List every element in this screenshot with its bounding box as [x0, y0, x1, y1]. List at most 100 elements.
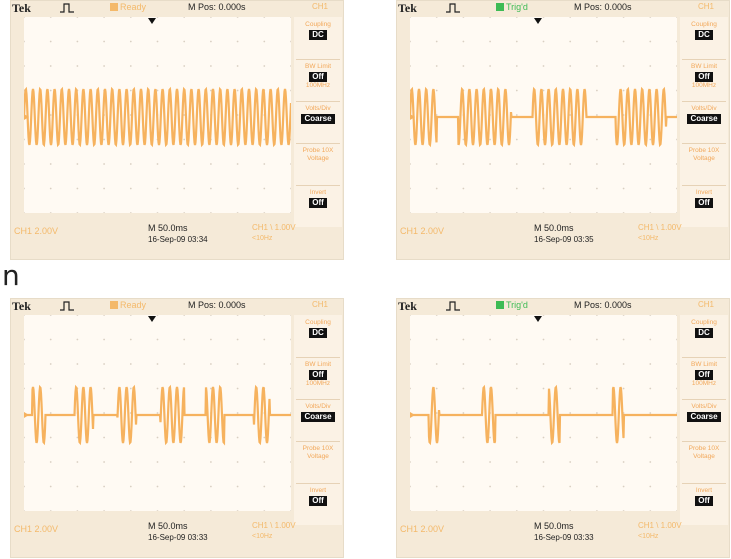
- menu-item-probe-10x-voltage[interactable]: Probe 10X Voltage: [294, 445, 342, 461]
- grid-dot: [183, 363, 186, 365]
- grid-dot: [290, 436, 291, 439]
- date-time: 16-Sep-09 03:33: [534, 533, 594, 542]
- grid-dot: [435, 212, 438, 213]
- grid-dot: [649, 163, 652, 165]
- grid-dot: [622, 363, 625, 365]
- grid-dot: [183, 485, 186, 488]
- grid-dot: [435, 17, 438, 18]
- grid-dot: [410, 436, 411, 439]
- menu-item-bw-limit[interactable]: BW Limit Off 100MHz: [680, 63, 728, 90]
- menu-divider: [682, 399, 726, 400]
- grid-dot: [210, 163, 212, 165]
- grid-dot: [410, 65, 411, 67]
- menu-item-label: Coupling: [691, 21, 717, 28]
- grid-dot: [49, 315, 52, 316]
- menu-item-volts-div[interactable]: Volts/Div Coarse: [680, 105, 728, 124]
- menu-item-volts-div[interactable]: Volts/Div Coarse: [680, 403, 728, 422]
- menu-item-bw-limit[interactable]: BW Limit Off 100MHz: [680, 361, 728, 388]
- trigger-edge-icon: [446, 301, 460, 311]
- menu-item-label: Probe 10X Voltage: [302, 445, 334, 460]
- grid-dot: [515, 40, 518, 43]
- menu-item-coupling[interactable]: Coupling DC: [294, 319, 342, 338]
- menu-item-volts-div[interactable]: Volts/Div Coarse: [294, 403, 342, 422]
- side-letter: n: [2, 259, 20, 292]
- ground-level-marker: [410, 412, 415, 418]
- grid-dot: [515, 17, 518, 18]
- grid-dot: [435, 387, 438, 390]
- grid-dot: [542, 17, 545, 18]
- menu-item-volts-div[interactable]: Volts/Div Coarse: [294, 105, 342, 124]
- grid-dot: [569, 40, 572, 43]
- channel-scale: CH1 2.00V: [14, 524, 59, 534]
- menu-item-label: Probe 10X Voltage: [688, 147, 720, 162]
- grid-dot: [24, 387, 25, 390]
- menu-item-label: Invert: [309, 189, 327, 196]
- grid-dot: [156, 89, 159, 92]
- ground-level-marker: [24, 412, 29, 418]
- grid-dot: [489, 65, 491, 67]
- menu-item-value: Coarse: [301, 412, 335, 422]
- grid-dot: [49, 212, 52, 213]
- grid-dot: [515, 387, 518, 390]
- status-bar: Tek Ready M Pos: 0.000s CH1: [10, 298, 344, 314]
- grid-dot: [435, 338, 438, 341]
- horizontal-position: M Pos: 0.000s: [188, 2, 246, 12]
- grid-dot: [462, 412, 465, 414]
- menu-item-value: Off: [309, 370, 327, 380]
- grid-dot: [129, 387, 132, 390]
- grid-dot: [263, 163, 266, 165]
- grid-dot: [410, 40, 411, 43]
- grid-dot: [489, 461, 491, 463]
- status-bar: Tek Trig'd M Pos: 0.000s CH1: [396, 298, 730, 314]
- grid-dot: [622, 65, 625, 67]
- menu-item-invert[interactable]: Invert Off: [294, 189, 342, 208]
- grid-dot: [462, 315, 465, 316]
- grid-dot: [596, 17, 598, 18]
- menu-item-bw-limit[interactable]: BW Limit Off 100MHz: [294, 63, 342, 90]
- grid-dot: [210, 338, 212, 341]
- grid-dot: [263, 65, 266, 67]
- grid-dot: [410, 461, 411, 463]
- trigger-status: Ready: [110, 2, 146, 12]
- menu-item-label: Volts/Div: [305, 403, 331, 410]
- trigger-status: Trig'd: [496, 2, 528, 12]
- menu-item-invert[interactable]: Invert Off: [680, 189, 728, 208]
- menu-item-coupling[interactable]: Coupling DC: [680, 21, 728, 40]
- grid-dot: [49, 387, 52, 390]
- grid-dot: [129, 315, 132, 316]
- grid-dot: [649, 510, 652, 511]
- menu-item-value: Coarse: [687, 412, 721, 422]
- grid-dot: [49, 510, 52, 511]
- menu-item-probe-10x-voltage[interactable]: Probe 10X Voltage: [680, 445, 728, 461]
- grid-dot: [49, 338, 52, 341]
- grid-dot: [76, 485, 79, 488]
- trigger-position-marker: [148, 316, 156, 322]
- grid-dot: [542, 163, 545, 165]
- menu-item-value: Off: [695, 496, 713, 506]
- grid-dot: [156, 485, 159, 488]
- menu-item-coupling[interactable]: Coupling DC: [294, 21, 342, 40]
- grid-dot: [24, 65, 25, 67]
- oscilloscope-screen-3: Tek Ready M Pos: 0.000s CH1 Coupling DC BW…: [10, 298, 344, 558]
- grid-dot: [462, 40, 465, 43]
- waveform-graticule: [410, 17, 677, 213]
- menu-item-invert[interactable]: Invert Off: [294, 487, 342, 506]
- grid-dot: [129, 510, 132, 511]
- side-menu: Coupling DC BW Limit Off 100MHz Volts/Div Coar…: [680, 315, 728, 525]
- grid-dot: [49, 40, 52, 43]
- menu-item-probe-10x-voltage[interactable]: Probe 10X Voltage: [294, 147, 342, 163]
- grid-dot: [569, 315, 572, 316]
- menu-item-bw-limit[interactable]: BW Limit Off 100MHz: [294, 361, 342, 388]
- time-scale: M 50.0ms: [534, 223, 574, 233]
- grid-dot: [103, 436, 105, 439]
- menu-item-invert[interactable]: Invert Off: [680, 487, 728, 506]
- side-menu: Coupling DC BW Limit Off 100MHz Volts/Div Coar…: [294, 315, 342, 525]
- grid-dot: [156, 461, 159, 463]
- menu-item-probe-10x-voltage[interactable]: Probe 10X Voltage: [680, 147, 728, 163]
- grid-dot: [569, 412, 572, 414]
- grid-dot: [156, 40, 159, 43]
- grid-dot: [489, 212, 491, 213]
- menu-item-coupling[interactable]: Coupling DC: [680, 319, 728, 338]
- grid-dot: [622, 17, 625, 18]
- grid-dot: [49, 17, 52, 18]
